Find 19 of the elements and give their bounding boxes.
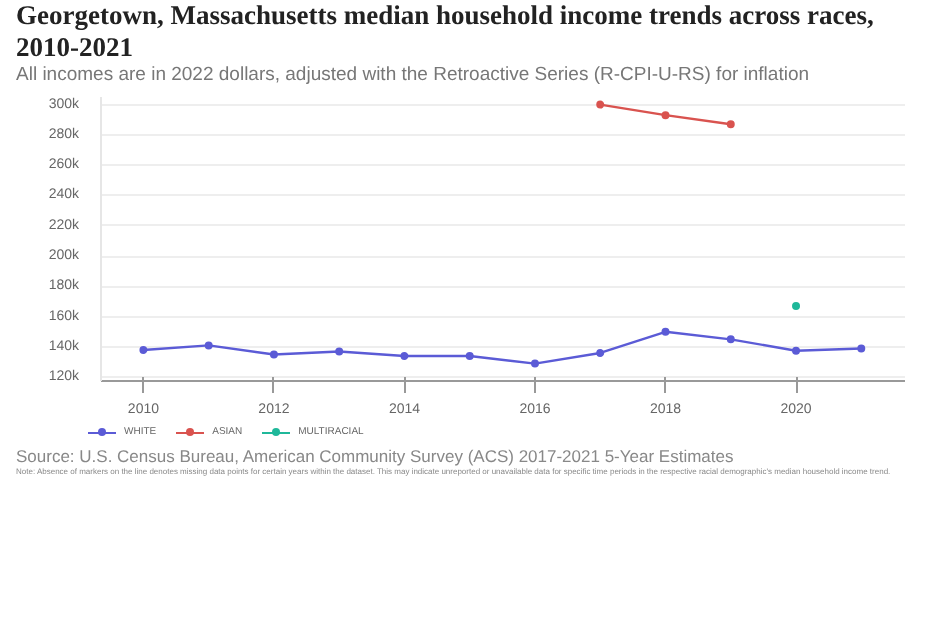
point	[596, 100, 605, 109]
point	[204, 341, 213, 350]
point	[400, 351, 409, 360]
chart-subtitle: All incomes are in 2022 dollars, adjusted with the Retroactive Series (R-CPI-U-RS) for inflation	[16, 64, 810, 88]
point	[661, 111, 670, 120]
chart-title: Georgetown, Massachusetts median household income trends across races, 2010-2021	[16, 0, 876, 63]
point	[661, 327, 670, 336]
source-note: Source: U.S. Census Bureau, American Community Survey (ACS) 2017-2021 5-Year Estimates	[16, 446, 734, 468]
point	[792, 346, 801, 355]
point	[792, 301, 801, 310]
point	[139, 345, 148, 354]
point	[596, 348, 605, 357]
point	[465, 351, 474, 360]
point	[857, 344, 866, 353]
point	[726, 335, 735, 344]
point	[530, 359, 539, 368]
point	[726, 120, 735, 129]
point	[335, 347, 344, 356]
point	[269, 350, 278, 359]
